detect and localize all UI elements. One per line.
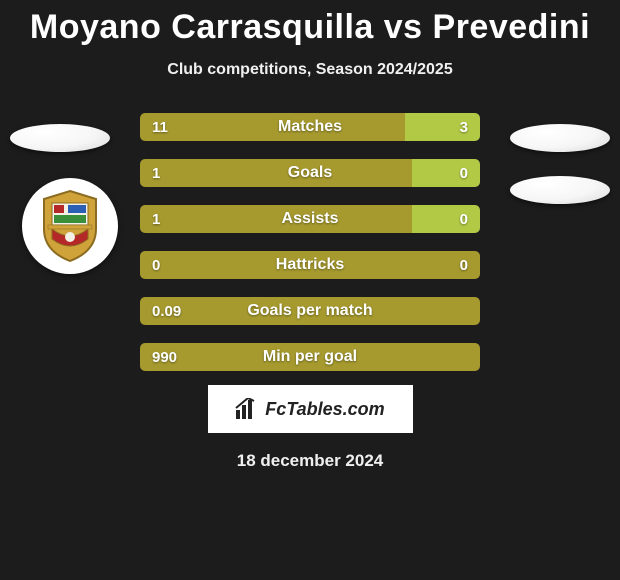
date-label: 18 december 2024 <box>0 451 620 471</box>
stat-seg-left <box>140 113 405 141</box>
stat-value-left: 1 <box>152 211 160 228</box>
stat-label: Assists <box>282 210 339 228</box>
fc-prefix: Fc <box>265 399 286 419</box>
stat-value-left: 0.09 <box>152 303 181 320</box>
stat-row: Min per goal 990 <box>140 343 480 371</box>
stat-row: Goals per match 0.09 <box>140 297 480 325</box>
stat-value-right: 3 <box>460 119 468 136</box>
stat-seg-right <box>412 205 480 233</box>
stat-seg-left <box>140 205 412 233</box>
stat-value-left: 990 <box>152 349 177 366</box>
stat-value-left: 11 <box>152 119 168 136</box>
stat-seg-right <box>412 159 480 187</box>
fctables-text: FcTables.com <box>265 399 384 420</box>
fctables-logo: FcTables.com <box>208 385 413 433</box>
stat-value-right: 0 <box>460 257 468 274</box>
stat-label: Min per goal <box>263 348 357 366</box>
stats-container: Matches113Goals10Assists10Hattricks00Goa… <box>0 113 620 371</box>
subtitle: Club competitions, Season 2024/2025 <box>0 61 620 79</box>
stat-value-right: 0 <box>460 165 468 182</box>
chart-icon <box>235 398 259 420</box>
stat-row: Goals 1 0 <box>140 159 480 187</box>
stat-label: Hattricks <box>276 256 344 274</box>
stat-row: Assists 1 0 <box>140 205 480 233</box>
stat-bars: Matches113Goals10Assists10Hattricks00Goa… <box>140 113 480 371</box>
stat-seg-right <box>405 113 480 141</box>
stat-label: Matches <box>278 118 342 136</box>
stat-row: Matches 11 3 <box>140 113 480 141</box>
stat-value-right: 0 <box>460 211 468 228</box>
stat-label: Goals per match <box>247 302 372 320</box>
stat-label: Goals <box>288 164 332 182</box>
page-title: Moyano Carrasquilla vs Prevedini <box>0 0 620 47</box>
stat-value-left: 0 <box>152 257 160 274</box>
stat-row: Hattricks 0 0 <box>140 251 480 279</box>
stat-value-left: 1 <box>152 165 160 182</box>
fc-suffix: Tables.com <box>286 399 384 419</box>
stat-seg-left <box>140 159 412 187</box>
